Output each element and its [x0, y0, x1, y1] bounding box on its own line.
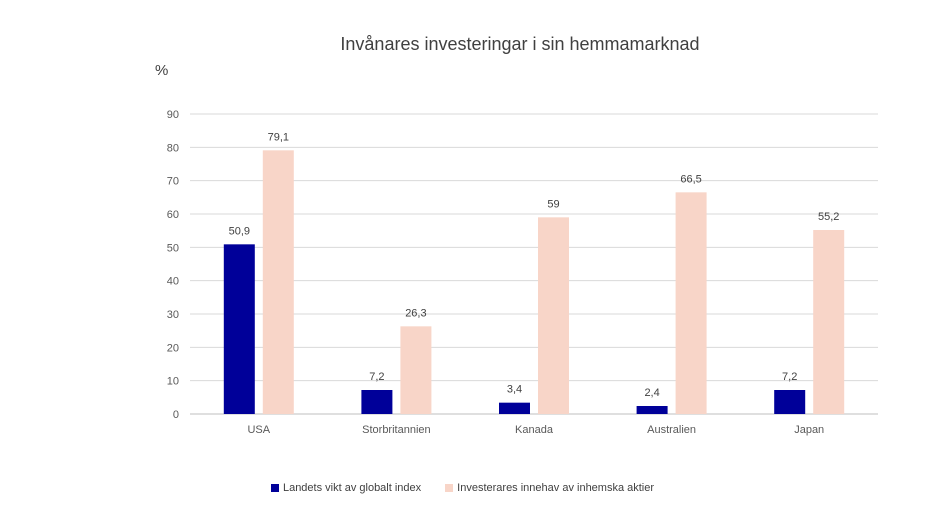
- bar: [813, 230, 845, 414]
- bar: [538, 217, 569, 414]
- x-tick-label: Kanada: [515, 424, 554, 436]
- x-tick-label: Japan: [794, 424, 824, 436]
- data-label: 3,4: [507, 384, 522, 396]
- y-tick-label: 60: [167, 209, 179, 221]
- bar: [636, 406, 668, 414]
- data-label: 7,2: [369, 371, 384, 383]
- data-label: 7,2: [782, 371, 797, 383]
- data-label: 79,1: [268, 131, 289, 143]
- legend-label-series-2: Investerares innehav av inhemska aktier: [457, 482, 655, 494]
- legend-label-series-1: Landets vikt av globalt index: [282, 482, 422, 494]
- y-axis-unit: %: [155, 62, 169, 79]
- y-tick-label: 90: [167, 109, 179, 121]
- data-label: 59: [547, 198, 559, 210]
- x-tick-label: Australien: [647, 424, 696, 436]
- data-label: 26,3: [405, 307, 426, 319]
- y-tick-label: 70: [167, 176, 179, 188]
- y-tick-label: 80: [167, 142, 179, 154]
- chart-title: Invånares investeringar i sin hemmamarkn…: [340, 34, 700, 54]
- legend: Landets vikt av globalt index Investerar…: [0, 482, 925, 494]
- bar: [262, 150, 294, 415]
- data-label: 50,9: [229, 225, 250, 237]
- y-tick-label: 10: [167, 376, 179, 388]
- legend-swatch-series-1: [270, 484, 279, 492]
- x-tick-label: Storbritannien: [362, 424, 431, 436]
- legend-swatch-series-2: [445, 484, 454, 492]
- bar: [223, 244, 255, 414]
- bar: [499, 402, 530, 414]
- y-tick-label: 20: [167, 342, 179, 354]
- bar: [400, 326, 432, 414]
- data-label: 55,2: [818, 211, 839, 223]
- x-tick-label: USA: [247, 424, 270, 436]
- data-label: 2,4: [644, 387, 659, 399]
- y-tick-label: 30: [167, 309, 179, 321]
- bar: [774, 390, 806, 414]
- legend-item-series-2: Investerares innehav av inhemska aktier: [445, 482, 654, 494]
- data-label: 66,5: [680, 173, 701, 185]
- y-tick-label: 40: [167, 276, 179, 288]
- legend-item-series-1: Landets vikt av globalt index: [270, 482, 422, 494]
- bar: [675, 192, 707, 414]
- y-tick-label: 0: [173, 409, 179, 421]
- y-tick-label: 50: [167, 242, 179, 254]
- bar: [361, 390, 393, 414]
